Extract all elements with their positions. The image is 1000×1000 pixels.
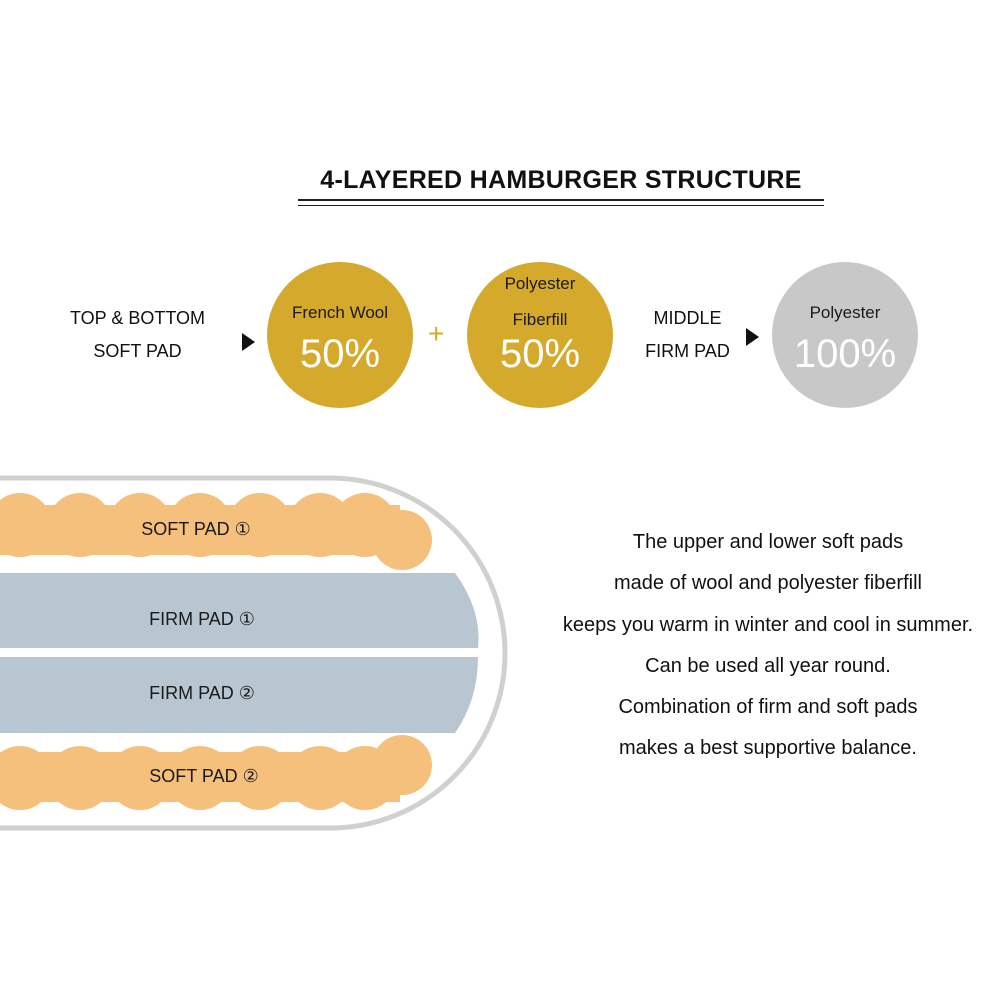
polyester-circle: Polyester 100% [772, 262, 918, 408]
layer-label-soft-pad-1: SOFT PAD ① [141, 519, 251, 539]
fiberfill-name-line1: Polyester [504, 274, 576, 293]
firm-pad-2-shape [0, 657, 478, 733]
description-line: makes a best supportive balance. [619, 737, 917, 760]
layer-label-firm-pad-2: FIRM PAD ② [149, 683, 255, 703]
description-line: keeps you warm in winter and cool in sum… [562, 613, 974, 636]
french-wool-percent: 50% [299, 332, 381, 376]
description: The upper and lower soft pads made of wo… [520, 522, 1000, 770]
polyester-name: Polyester [809, 303, 881, 322]
description-line: made of wool and polyester fiberfill [614, 572, 922, 595]
polyester-percent: 100% [793, 332, 897, 376]
arrow-right-icon [746, 328, 759, 346]
mattress-outline [0, 475, 508, 831]
soft-pad-label-line2: SOFT PAD [93, 341, 182, 361]
firm-pad-label-line2: FIRM PAD [645, 341, 730, 361]
page-title: 4-LAYERED HAMBURGER STRUCTURE [320, 166, 802, 194]
layer-label-firm-pad-1: FIRM PAD ① [149, 609, 255, 629]
fiberfill-name-line2: Fiberfill [512, 310, 568, 329]
firm-pad-label: MIDDLE FIRM PAD [620, 302, 755, 368]
soft-pad-1-shape [0, 493, 432, 570]
description-line: Combination of firm and soft pads [618, 696, 918, 719]
french-wool-circle: French Wool 50% [267, 262, 413, 408]
polyester-fiberfill-circle: Polyester Fiberfill 50% [467, 262, 613, 408]
title-underline-thin [298, 205, 824, 206]
soft-pad-label-line1: TOP & BOTTOM [69, 308, 206, 328]
arrow-right-icon [242, 333, 255, 351]
firm-pad-label-line1: MIDDLE [653, 308, 722, 328]
firm-pad-1-shape [0, 573, 479, 648]
description-line: The upper and lower soft pads [632, 531, 904, 553]
layer-label-soft-pad-2: SOFT PAD ② [149, 766, 259, 786]
french-wool-name: French Wool [291, 303, 389, 322]
plus-icon: + [428, 318, 445, 349]
soft-pad-label: TOP & BOTTOM SOFT PAD [50, 302, 225, 368]
fiberfill-percent: 50% [499, 332, 581, 376]
description-line: Can be used all year round. [645, 654, 891, 677]
soft-pad-2-shape [0, 735, 432, 810]
title-underline [298, 199, 824, 201]
